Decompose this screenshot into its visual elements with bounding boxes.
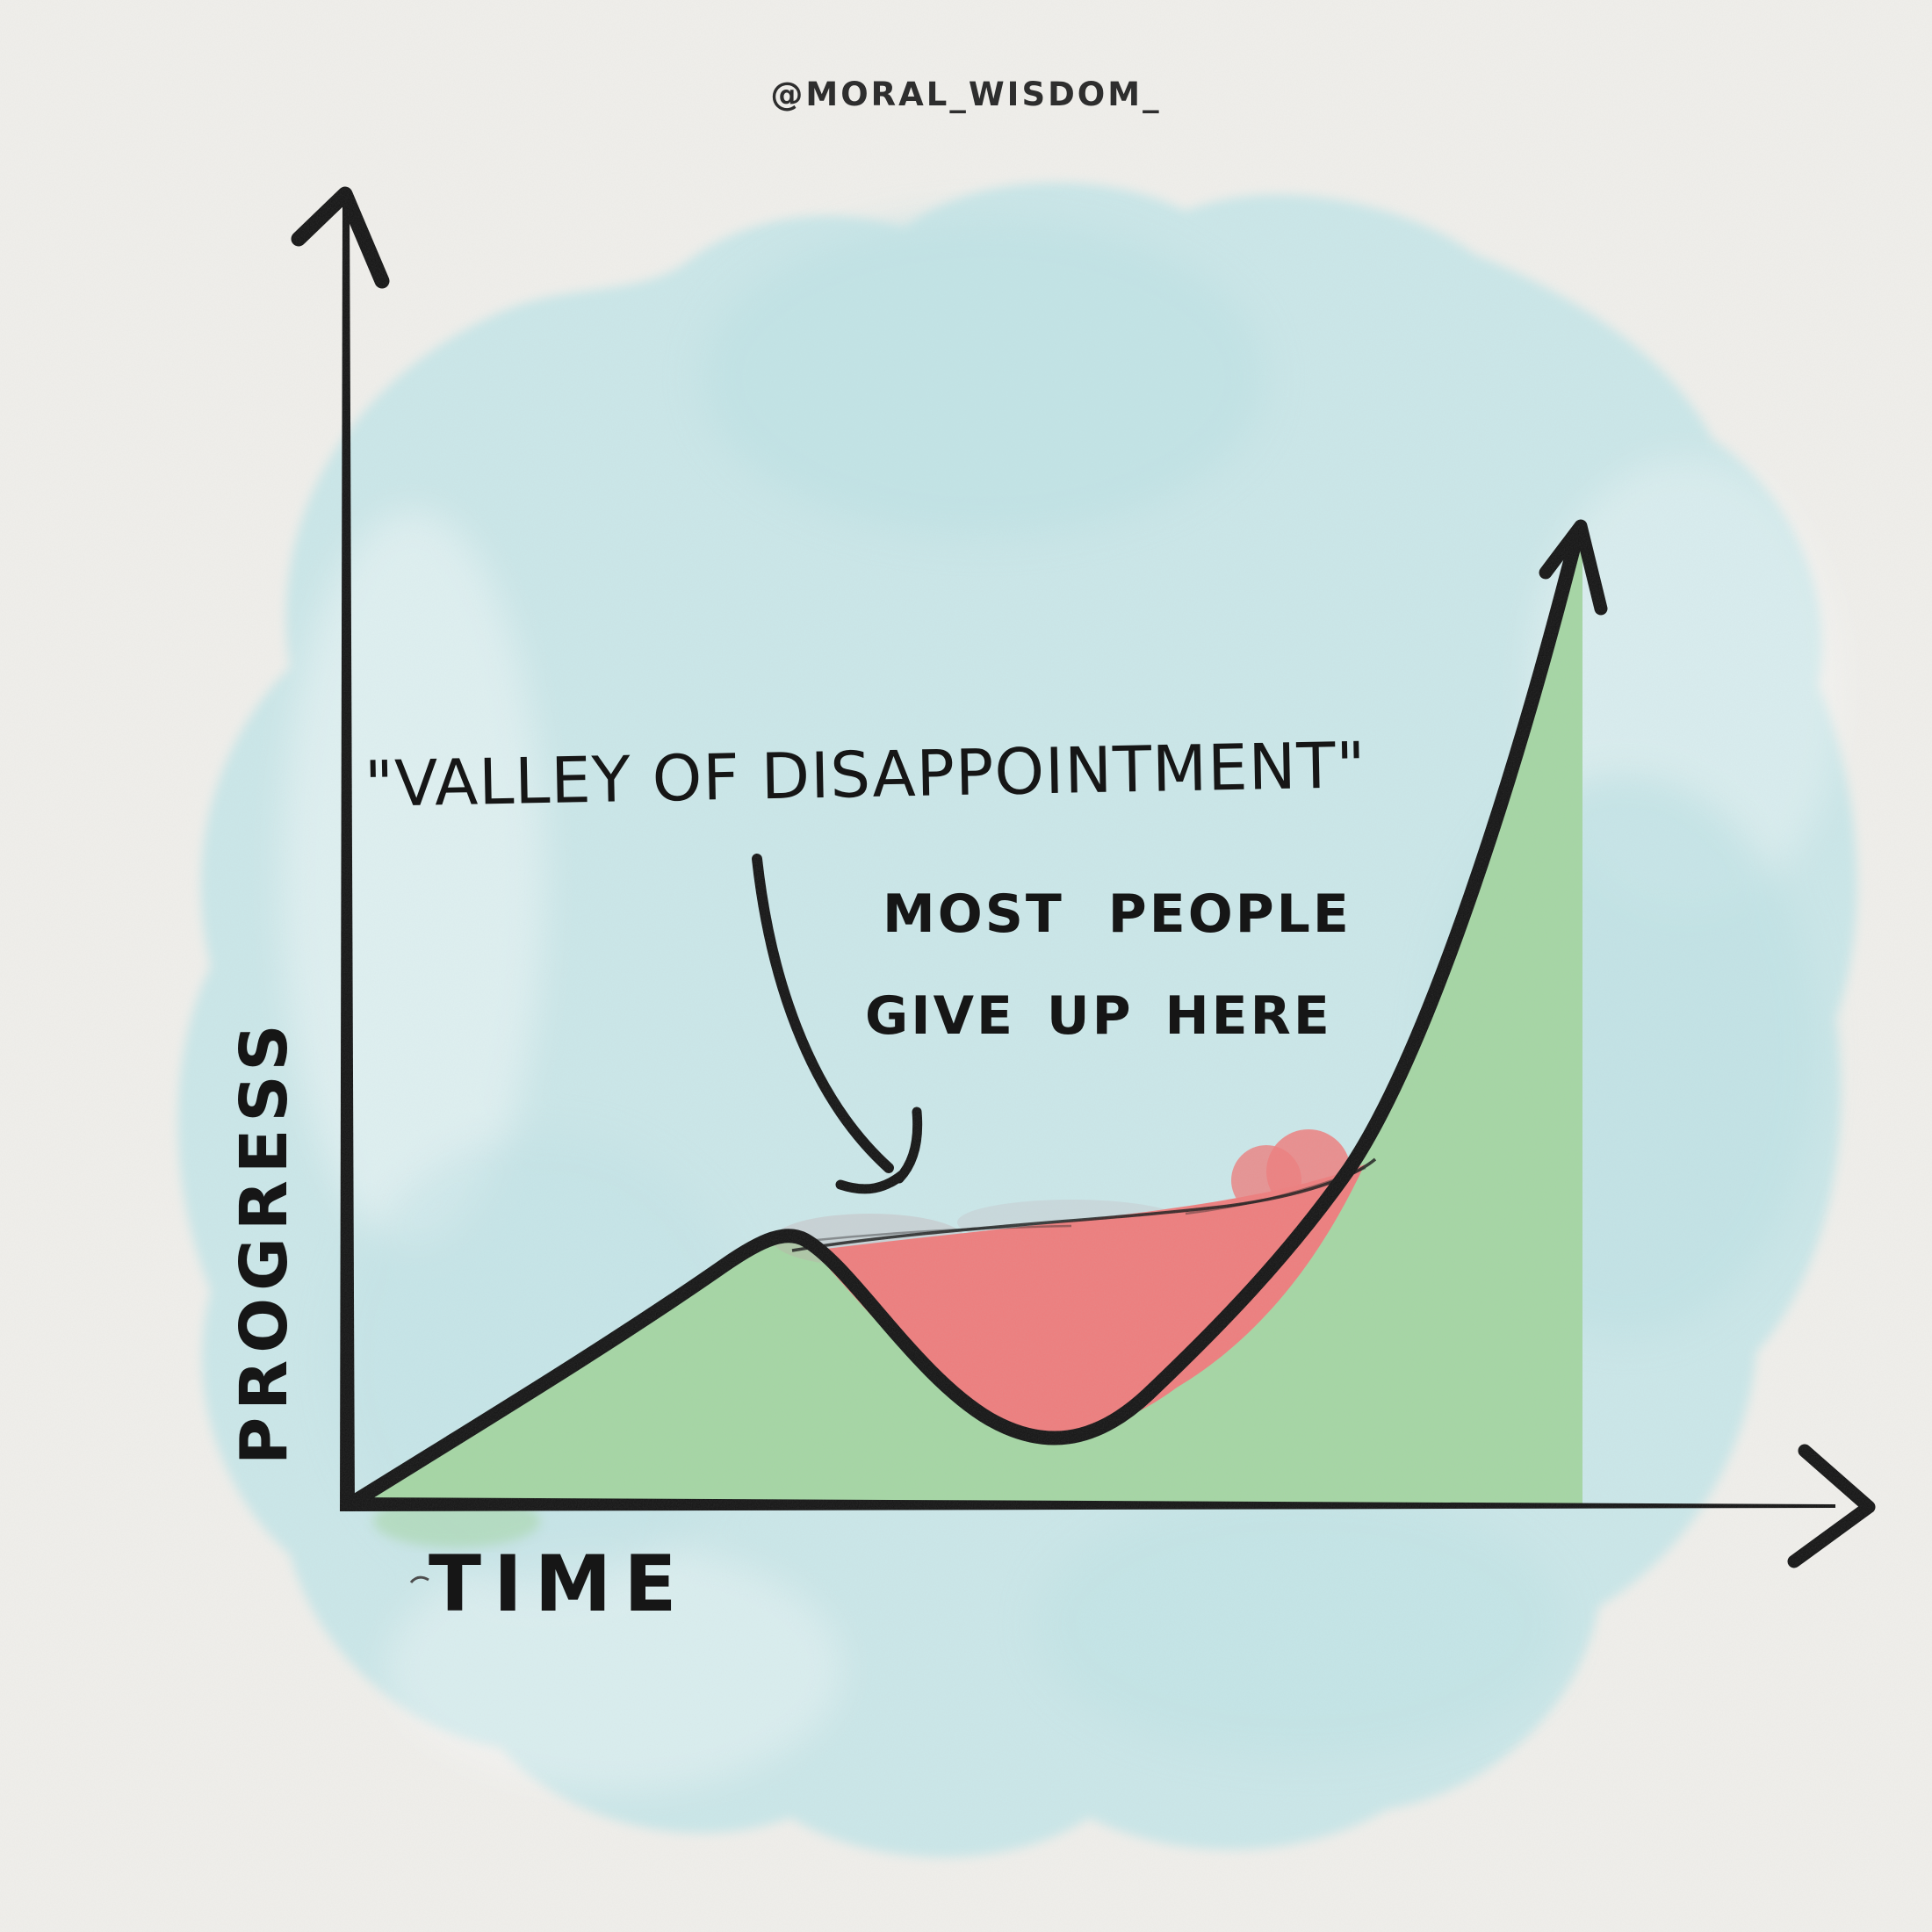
y-axis-label: PROGRESS	[227, 1017, 302, 1465]
annotation-line-2: GIVE UP HERE	[865, 985, 1332, 1047]
x-axis-label: TIME	[429, 1539, 689, 1629]
watermark-text: @MORAL_WISDOM_	[770, 76, 1162, 113]
annotation-line-1: MOST PEOPLE	[883, 883, 1352, 945]
